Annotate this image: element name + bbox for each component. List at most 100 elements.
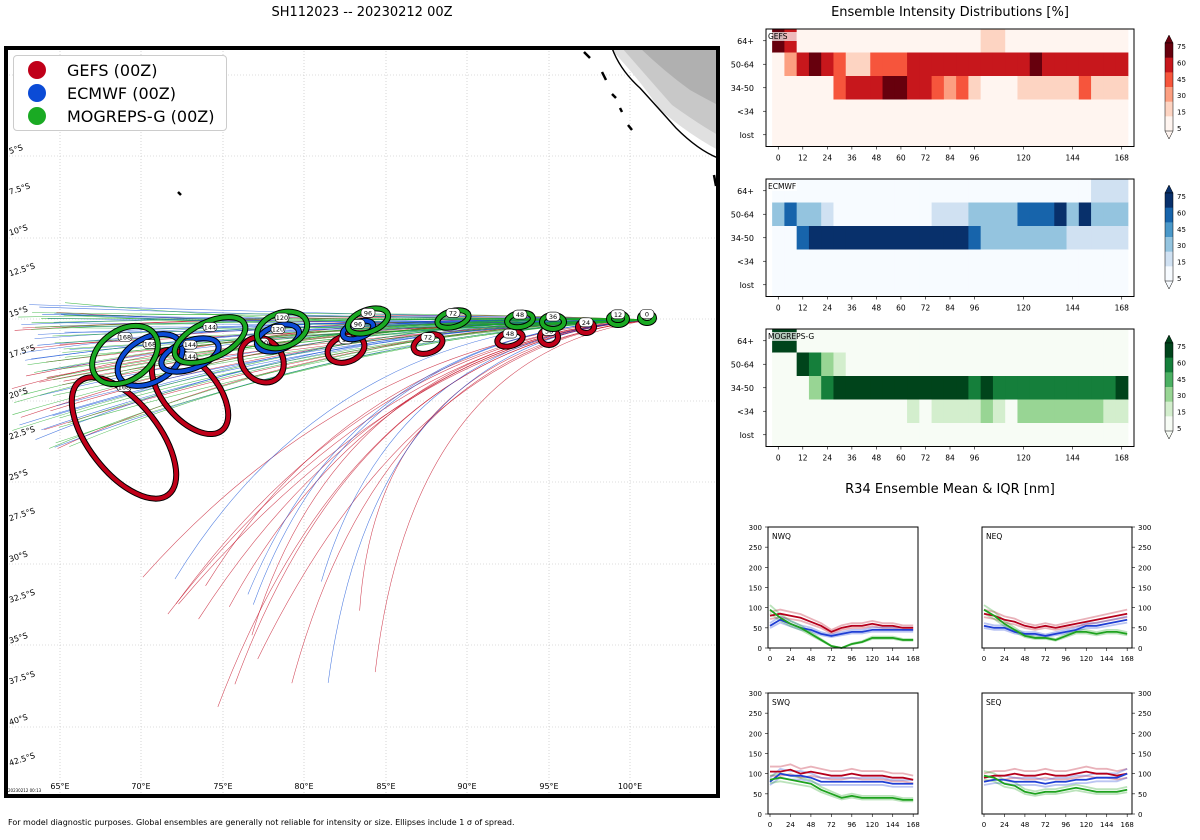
heatmap-cell	[968, 399, 982, 424]
heatmap-cell	[1029, 52, 1043, 77]
heatmap-cell	[882, 352, 896, 377]
heatmap-cell	[992, 226, 1006, 250]
heatmap-cell	[919, 352, 933, 377]
svg-text:75: 75	[1177, 43, 1186, 51]
lat-tick-label: 5°S	[8, 143, 24, 156]
x-tick-label: 96	[1061, 821, 1070, 829]
heatmap-cell	[968, 99, 982, 124]
svg-text:72: 72	[449, 309, 457, 317]
x-tick-label: 60	[896, 454, 906, 463]
heatmap-cell	[1115, 99, 1129, 124]
heatmap-cell	[821, 399, 834, 424]
heatmap-cell	[833, 202, 847, 227]
heatmap-cell	[1091, 249, 1104, 274]
x-tick-label: 24	[823, 304, 833, 313]
heatmap-cell	[919, 99, 933, 124]
ensemble-track	[59, 319, 653, 419]
panel-label: ECMWF	[768, 182, 796, 191]
heatmap-cell	[784, 399, 798, 424]
svg-text:12: 12	[614, 311, 622, 319]
heatmap-cell	[894, 226, 908, 250]
heatmap-cell	[894, 52, 908, 77]
r34-mean-line	[983, 618, 1128, 637]
heatmap-cell	[956, 329, 969, 353]
r34-iqr-line	[983, 615, 1128, 636]
x-tick-label: 0	[776, 454, 781, 463]
heatmap-cell	[956, 179, 969, 203]
heatmap-cell	[980, 76, 994, 100]
heatmap-cell	[956, 273, 969, 297]
row-label: 34-50	[731, 384, 754, 393]
y-tick-label: 100	[1138, 605, 1151, 613]
lon-tick-label: 75°E	[213, 782, 232, 791]
x-tick-label: 120	[866, 655, 879, 663]
heatmap-cell	[894, 273, 908, 297]
y-tick-label: 250	[1138, 544, 1151, 552]
heatmap-cell	[1091, 273, 1104, 297]
svg-text:45: 45	[1177, 76, 1186, 84]
heatmap-cell	[894, 179, 908, 203]
heatmap-cell	[1091, 329, 1104, 353]
heatmap-cell	[882, 376, 896, 400]
heatmap-cell	[894, 202, 908, 227]
heatmap-cell	[870, 29, 884, 53]
heatmap-cell	[870, 273, 884, 297]
heatmap-cell	[943, 399, 957, 424]
quadrant-label: SEQ	[986, 698, 1001, 707]
heatmap-cell	[1091, 29, 1104, 53]
x-tick-label: 120	[1016, 154, 1031, 163]
heatmap-cell	[1017, 249, 1031, 274]
x-tick-label: 0	[776, 154, 781, 163]
heatmap-cell	[992, 76, 1006, 100]
heatmap-cell	[833, 179, 847, 203]
legend-mogreps-marker	[28, 107, 46, 125]
heatmap-cell	[1005, 329, 1018, 353]
y-tick-label: 50	[753, 791, 762, 799]
heatmap-cell	[919, 249, 933, 274]
heatmap-cell	[821, 352, 834, 377]
heatmap-cell	[858, 399, 871, 424]
r34-panel-seq: SEQ 0 50 100 150 200 250 300 0 24 48 72 96 120 144 168	[981, 690, 1151, 829]
heatmap-cell	[1029, 29, 1043, 53]
heatmap-cell	[808, 352, 822, 377]
row-label: 50-64	[731, 360, 754, 369]
heatmap-cell	[931, 52, 945, 77]
heatmap-cell	[992, 273, 1006, 297]
heatmap-cell	[882, 29, 896, 53]
heatmap-cell	[833, 29, 847, 53]
heatmap-cell	[821, 226, 834, 250]
heatmap-cell	[1091, 52, 1104, 77]
heatmap-cell	[943, 99, 957, 124]
r34-iqr-line	[983, 608, 1128, 627]
heatmap-cell	[784, 76, 798, 100]
heatmap-cell	[1103, 76, 1117, 100]
heatmap-cell	[1103, 423, 1117, 447]
lon-tick-label: 90°E	[457, 782, 476, 791]
heatmap-cell	[833, 76, 847, 100]
heatmap-cell	[1066, 376, 1080, 400]
heatmap-cell	[808, 29, 822, 53]
heatmap-cell	[845, 399, 859, 424]
heatmap-cell	[894, 329, 908, 353]
heatmap-cell	[980, 52, 994, 77]
heatmap-cell	[1115, 376, 1129, 400]
quadrant-label: NWQ	[772, 532, 791, 541]
heatmap-cell	[821, 423, 834, 447]
x-tick-label: 72	[827, 821, 836, 829]
heatmap-cell	[772, 273, 785, 297]
heatmap-cell	[943, 202, 957, 227]
heatmap-cell	[784, 352, 798, 377]
heatmap-cell	[1054, 249, 1068, 274]
heatmap-cell	[1078, 29, 1092, 53]
heatmap-cell	[968, 76, 982, 100]
heatmap-cell	[1103, 52, 1117, 77]
heatmap-cell	[1017, 329, 1031, 353]
svg-text:30: 30	[1177, 392, 1186, 400]
x-tick-label: 48	[806, 655, 815, 663]
heatmap-cell	[1042, 249, 1055, 274]
heatmap-cell	[1115, 399, 1129, 424]
heatmap-cell	[907, 249, 920, 274]
heatmap-cell	[931, 423, 945, 447]
heatmap-cell	[1029, 329, 1043, 353]
heatmap-cell	[808, 273, 822, 297]
